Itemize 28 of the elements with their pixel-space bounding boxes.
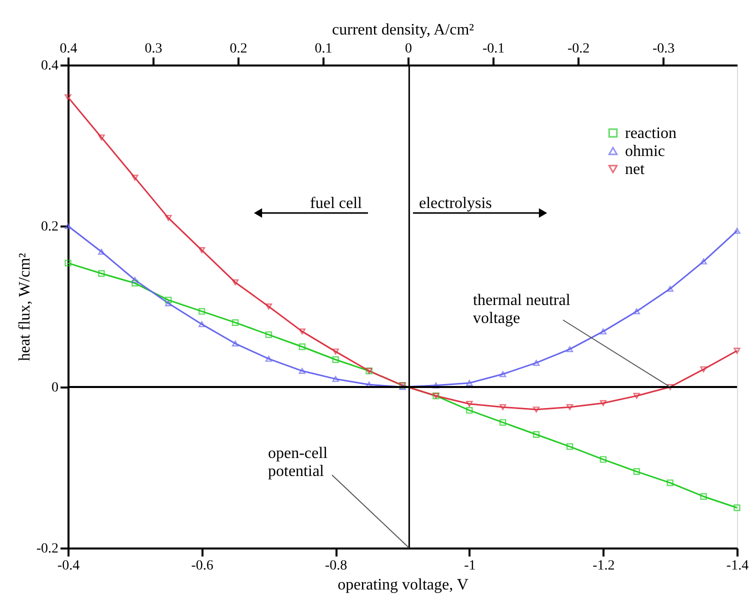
x-tick-label: -1 — [464, 558, 476, 574]
x2-tick-label: 0 — [405, 42, 412, 56]
x-tick-label: -0.4 — [57, 558, 80, 574]
annotation: electrolysis — [419, 195, 492, 212]
y-tick-label: 0.2 — [41, 220, 58, 234]
annotation: fuel cell — [310, 195, 363, 212]
x2-tick-label: -0.1 — [482, 42, 505, 56]
x2-tick-label: 0.1 — [314, 42, 332, 56]
x2-tick-label: 0.2 — [230, 42, 248, 56]
x-tick-label: -0.6 — [191, 558, 214, 574]
legend-label: reaction — [625, 125, 677, 142]
x-axis-title: operating voltage, V — [338, 576, 469, 594]
y-tick-label: 0 — [52, 380, 58, 396]
y-tick-label: -0.2 — [36, 542, 58, 556]
y-tick-label: 0.4 — [41, 58, 58, 74]
x2-axis-title: current density, A/cm² — [332, 22, 474, 38]
annotation: thermal neutral voltage — [473, 292, 571, 327]
legend-label: net — [625, 161, 646, 178]
x2-tick-label: 0.4 — [60, 42, 78, 56]
y-axis-title: heat flux, W/cm² — [16, 252, 34, 362]
x-tick-label: -1.2 — [592, 558, 615, 574]
annotation: open-cell potential — [268, 445, 328, 480]
x2-tick-label: -0.2 — [567, 42, 590, 56]
x2-tick-label: 0.3 — [144, 42, 162, 56]
legend-label: ohmic — [625, 143, 665, 160]
x-tick-label: -1.4 — [726, 558, 749, 574]
x2-tick-label: -0.3 — [652, 42, 675, 56]
x-tick-label: -0.8 — [325, 558, 348, 574]
